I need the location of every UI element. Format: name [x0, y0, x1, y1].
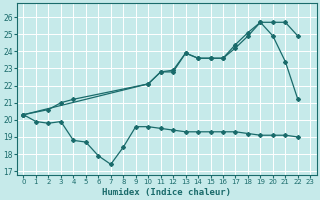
X-axis label: Humidex (Indice chaleur): Humidex (Indice chaleur): [102, 188, 231, 197]
